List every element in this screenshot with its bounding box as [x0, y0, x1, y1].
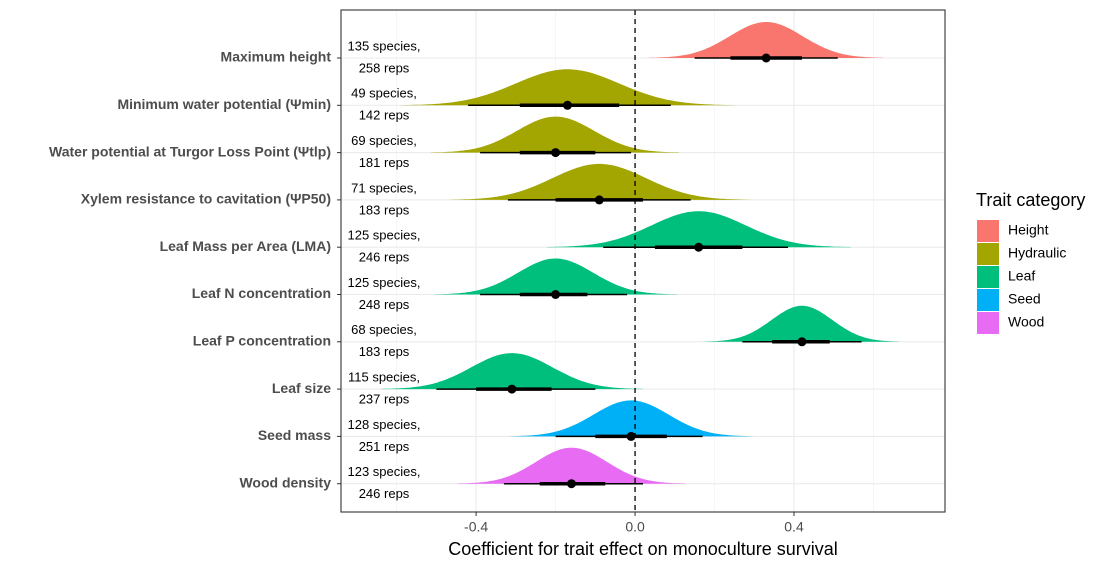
reps-count: 251 reps	[359, 439, 410, 454]
reps-count: 248 reps	[359, 297, 410, 312]
point-estimate	[594, 195, 604, 205]
y-tick-label: Maximum height	[221, 49, 332, 65]
density	[649, 22, 883, 58]
legend-label: Wood	[1008, 314, 1044, 330]
x-axis-title: Coefficient for trait effect on monocult…	[448, 539, 838, 559]
legend-title: Trait category	[976, 190, 1085, 210]
point-estimate	[563, 100, 572, 110]
y-tick-label: Leaf Mass per Area (LMA)	[160, 238, 331, 254]
reps-count: 237 reps	[359, 392, 410, 407]
density	[509, 400, 753, 437]
species-count: 125 species,	[348, 275, 421, 290]
species-count: 128 species,	[348, 417, 421, 432]
point-estimate	[551, 148, 561, 158]
y-tick-label: Leaf N concentration	[192, 285, 331, 301]
legend-swatch	[977, 220, 999, 242]
x-tick-label: -0.4	[464, 519, 488, 535]
species-count: 68 species,	[351, 322, 417, 337]
species-count: 135 species,	[348, 38, 421, 53]
legend-swatch	[977, 289, 999, 311]
species-count: 115 species,	[348, 370, 420, 385]
species-count: 123 species,	[348, 464, 421, 479]
density	[401, 69, 735, 106]
density	[381, 353, 643, 390]
legend-swatch	[977, 243, 999, 265]
point-estimate	[761, 53, 771, 63]
y-tick-label: Leaf P concentration	[193, 333, 331, 349]
y-tick-label: Wood density	[239, 474, 331, 490]
species-count: 125 species,	[348, 228, 421, 243]
point-estimate	[566, 479, 576, 489]
reps-count: 183 reps	[359, 202, 410, 217]
species-count: 69 species,	[351, 133, 417, 148]
y-tick-label: Minimum water potential (Ψmin)	[117, 96, 331, 112]
reps-count: 181 reps	[359, 155, 410, 170]
reps-count: 142 reps	[359, 108, 410, 123]
y-tick-label: Leaf size	[272, 380, 331, 396]
legend-label: Height	[1008, 222, 1049, 238]
y-tick-label: Water potential at Turgor Loss Point (Ψt…	[49, 143, 331, 159]
reps-count: 183 reps	[359, 344, 410, 359]
point-estimate	[507, 384, 517, 394]
legend-label: Seed	[1008, 291, 1041, 307]
species-count: 49 species,	[351, 86, 417, 101]
density	[457, 447, 685, 484]
reps-count: 258 reps	[359, 60, 410, 75]
panel-border	[340, 9, 946, 513]
legend-swatch	[977, 312, 999, 334]
x-tick-label: 0.0	[625, 519, 645, 535]
x-tick-label: 0.4	[784, 519, 804, 535]
point-estimate	[694, 242, 704, 252]
density	[435, 258, 677, 295]
point-estimate	[551, 290, 561, 299]
reps-count: 246 reps	[359, 250, 410, 265]
density	[449, 163, 751, 200]
y-tick-label: Seed mass	[258, 427, 331, 443]
y-tick-label: Xylem resistance to cavitation (ΨP50)	[81, 191, 331, 207]
point-estimate	[626, 431, 636, 441]
legend-swatch	[977, 266, 999, 288]
point-estimate	[797, 337, 807, 347]
density	[547, 211, 851, 248]
species-count: 71 species,	[351, 180, 417, 195]
density	[431, 116, 679, 153]
density	[703, 305, 899, 342]
legend-label: Hydraulic	[1008, 245, 1066, 261]
legend-label: Leaf	[1008, 268, 1035, 284]
reps-count: 246 reps	[359, 486, 410, 501]
